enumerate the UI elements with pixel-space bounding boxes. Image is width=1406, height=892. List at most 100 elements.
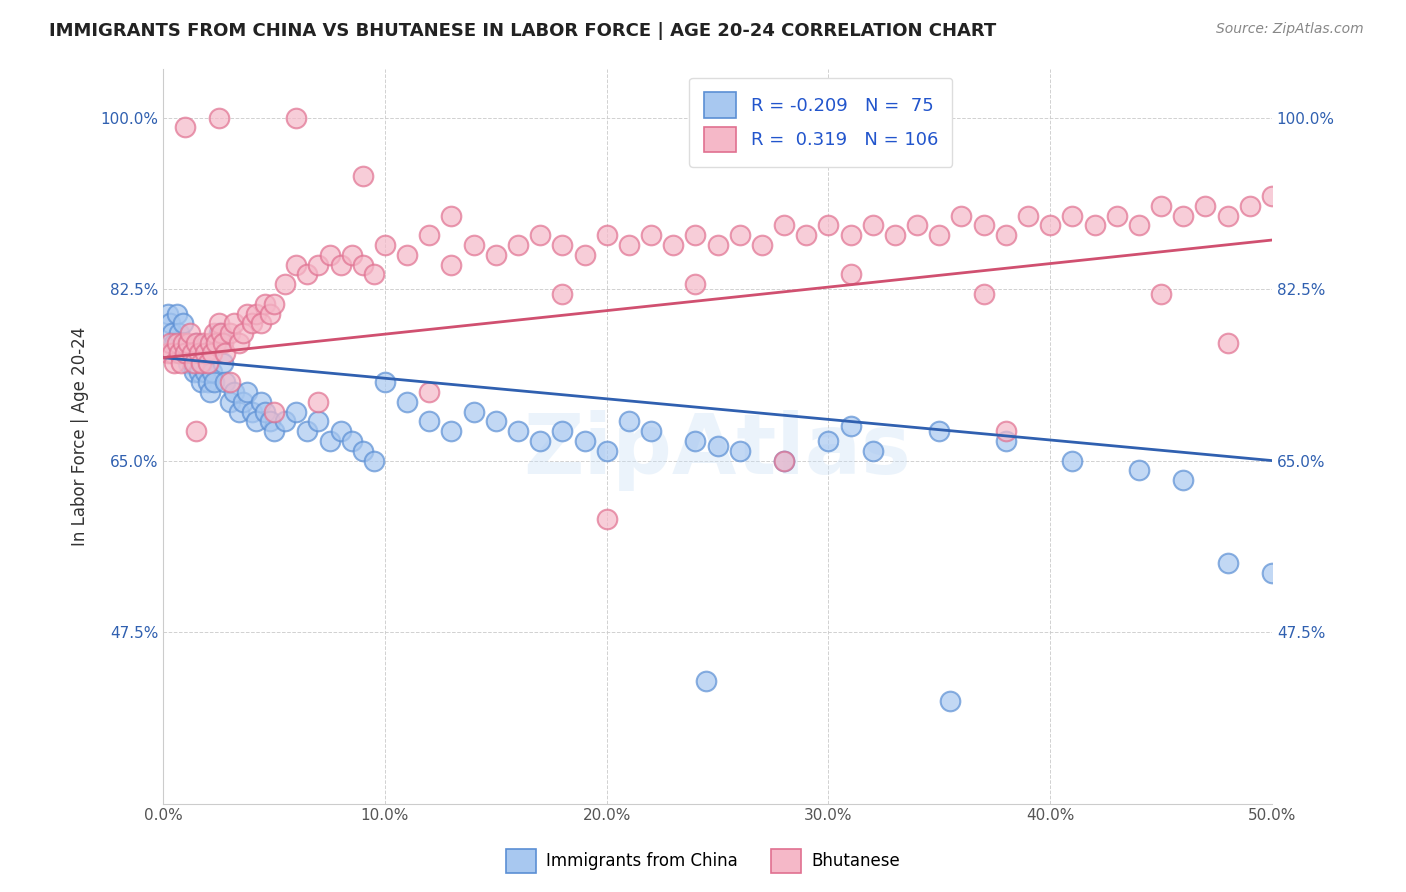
Point — [595, 228, 617, 243]
Point — [194, 365, 217, 379]
Point — [176, 335, 198, 350]
Point — [905, 219, 928, 233]
Point — [1105, 209, 1128, 223]
Point — [862, 443, 884, 458]
Point — [274, 277, 297, 292]
Point — [183, 355, 205, 369]
Point — [263, 424, 285, 438]
Point — [174, 120, 197, 135]
Point — [208, 111, 231, 125]
Point — [839, 419, 862, 434]
Point — [181, 345, 204, 359]
Point — [1261, 189, 1284, 203]
Point — [224, 384, 246, 399]
Point — [218, 375, 240, 389]
Point — [228, 404, 250, 418]
Point — [156, 345, 179, 359]
Point — [179, 326, 201, 340]
Point — [440, 258, 463, 272]
Point — [318, 434, 340, 448]
Point — [254, 297, 277, 311]
Point — [685, 277, 707, 292]
Point — [297, 268, 319, 282]
Point — [197, 355, 219, 369]
Point — [232, 326, 254, 340]
Point — [172, 317, 194, 331]
Point — [329, 258, 352, 272]
Point — [202, 375, 225, 389]
Point — [249, 394, 271, 409]
Point — [174, 345, 197, 359]
Point — [595, 512, 617, 526]
Point — [194, 345, 217, 359]
Point — [208, 317, 231, 331]
Point — [551, 238, 574, 252]
Point — [617, 414, 640, 428]
Point — [640, 424, 662, 438]
Point — [166, 307, 188, 321]
Point — [440, 209, 463, 223]
Point — [201, 345, 224, 359]
Point — [318, 248, 340, 262]
Point — [1150, 199, 1173, 213]
Point — [1194, 199, 1216, 213]
Point — [167, 326, 190, 340]
Point — [463, 404, 485, 418]
Point — [183, 365, 205, 379]
Point — [307, 394, 329, 409]
Point — [685, 434, 707, 448]
Point — [485, 414, 508, 428]
Point — [170, 355, 193, 369]
Point — [179, 345, 201, 359]
Point — [973, 219, 995, 233]
Text: IMMIGRANTS FROM CHINA VS BHUTANESE IN LABOR FORCE | AGE 20-24 CORRELATION CHART: IMMIGRANTS FROM CHINA VS BHUTANESE IN LA… — [49, 22, 997, 40]
Point — [551, 424, 574, 438]
Point — [329, 424, 352, 438]
Point — [205, 335, 228, 350]
Point — [529, 228, 551, 243]
Point — [186, 335, 208, 350]
Point — [794, 228, 817, 243]
Point — [208, 326, 231, 340]
Point — [418, 384, 440, 399]
Point — [662, 238, 685, 252]
Point — [263, 297, 285, 311]
Point — [218, 394, 240, 409]
Point — [418, 228, 440, 243]
Point — [1173, 209, 1195, 223]
Point — [187, 345, 209, 359]
Point — [773, 219, 796, 233]
Point — [485, 248, 508, 262]
Point — [773, 453, 796, 467]
Point — [1216, 335, 1239, 350]
Point — [187, 365, 209, 379]
Y-axis label: In Labor Force | Age 20-24: In Labor Force | Age 20-24 — [72, 326, 89, 546]
Point — [340, 248, 363, 262]
Point — [197, 375, 219, 389]
Point — [463, 238, 485, 252]
Point — [163, 335, 186, 350]
Point — [751, 238, 773, 252]
Point — [939, 694, 962, 708]
Point — [190, 375, 212, 389]
Point — [159, 335, 181, 350]
Point — [973, 287, 995, 301]
Point — [839, 268, 862, 282]
Point — [1239, 199, 1261, 213]
Point — [186, 355, 208, 369]
Text: ZipAtlas: ZipAtlas — [523, 410, 911, 491]
Point — [1039, 219, 1062, 233]
Point — [340, 434, 363, 448]
Point — [156, 307, 179, 321]
Point — [595, 443, 617, 458]
Point — [218, 326, 240, 340]
Point — [374, 238, 396, 252]
Point — [1062, 453, 1084, 467]
Point — [209, 326, 232, 340]
Point — [994, 434, 1017, 448]
Point — [1216, 557, 1239, 571]
Point — [1128, 219, 1150, 233]
Point — [817, 219, 839, 233]
Point — [1261, 566, 1284, 581]
Point — [862, 219, 884, 233]
